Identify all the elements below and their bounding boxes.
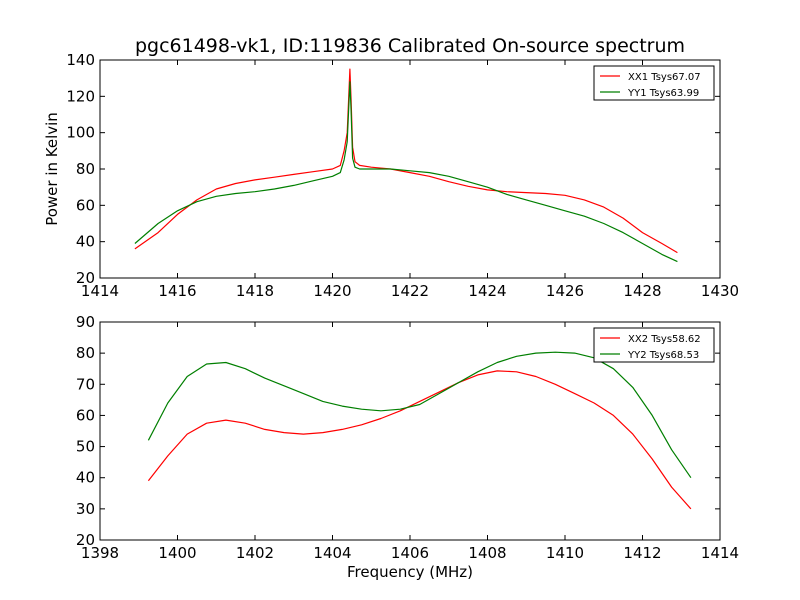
series-line-1 xyxy=(147,370,692,510)
x-tick-label: 1424 xyxy=(468,282,506,300)
x-tick-label: 1402 xyxy=(236,544,274,562)
legend-box xyxy=(593,327,715,363)
legend: XX1 Tsys67.07 YY1 Tsys63.99 xyxy=(593,65,715,101)
x-tick-label: 1408 xyxy=(468,544,506,562)
y-tick-label: 80 xyxy=(76,160,95,178)
x-tick-label: 1404 xyxy=(313,544,351,562)
series-line-1 xyxy=(134,68,678,254)
plot-2: 1398 1400 1402 1404 1406 1408 1410 1412 1414 20 30… xyxy=(76,313,739,581)
legend: XX2 Tsys58.62 YY2 Tsys68.53 xyxy=(593,327,715,363)
y-tick-label: 40 xyxy=(76,469,95,487)
y-axis-label: Power in Kelvin xyxy=(43,112,61,226)
x-tick-label: 1412 xyxy=(623,544,661,562)
y-tick-label: 80 xyxy=(76,344,95,362)
plot-1: 1414 1416 1418 1420 1422 1424 1426 1428 1430 20 40… xyxy=(43,51,739,300)
y-tick-label: 20 xyxy=(76,269,95,287)
x-tick-label: 1420 xyxy=(313,282,351,300)
legend-label-2: YY2 Tsys68.53 xyxy=(627,350,699,361)
chart-title: pgc61498-vk1, ID:119836 Calibrated On-so… xyxy=(135,35,685,57)
y-tick-label: 60 xyxy=(76,406,95,424)
y-tick-label: 140 xyxy=(66,51,95,69)
y-tick-label: 70 xyxy=(76,375,95,393)
y-tick-label: 100 xyxy=(66,124,95,142)
y-tick-label: 120 xyxy=(66,87,95,105)
x-tick-label: 1400 xyxy=(158,544,196,562)
x-tick-label: 1410 xyxy=(546,544,584,562)
x-tick-label: 1430 xyxy=(701,282,739,300)
legend-box xyxy=(593,65,715,101)
x-tick-label: 1414 xyxy=(81,282,119,300)
x-tick-label: 1398 xyxy=(81,544,119,562)
y-tick-label: 30 xyxy=(76,500,95,518)
x-tick-label: 1426 xyxy=(546,282,584,300)
x-tick-label: 1418 xyxy=(236,282,274,300)
legend-label-2: YY1 Tsys63.99 xyxy=(627,88,699,99)
x-tick-label: 1422 xyxy=(391,282,429,300)
y-tick-label: 90 xyxy=(76,313,95,331)
y-tick-label: 60 xyxy=(76,196,95,214)
x-tick-label: 1428 xyxy=(623,282,661,300)
x-tick-label: 1406 xyxy=(391,544,429,562)
series-group xyxy=(134,68,678,263)
x-tick-label: 1414 xyxy=(701,544,739,562)
series-line-2 xyxy=(134,81,678,263)
y-tick-label: 20 xyxy=(76,531,95,549)
x-tick-label: 1416 xyxy=(158,282,196,300)
y-tick-label: 50 xyxy=(76,438,95,456)
x-axis-label: Frequency (MHz) xyxy=(347,563,473,581)
y-tick-label: 40 xyxy=(76,233,95,251)
legend-label-1: XX2 Tsys58.62 xyxy=(628,334,701,345)
legend-label-1: XX1 Tsys67.07 xyxy=(628,72,701,83)
